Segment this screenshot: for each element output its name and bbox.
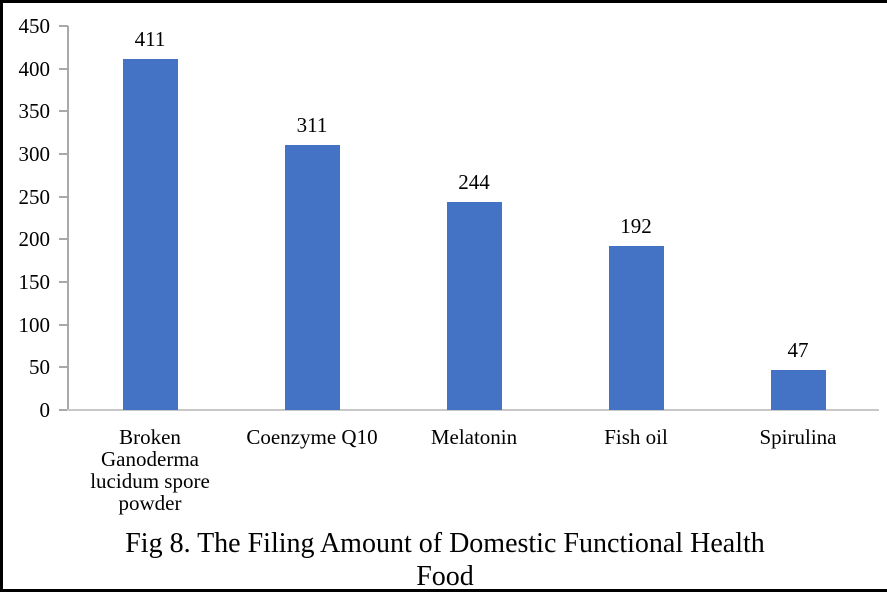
bar-value-label: 411 [134, 27, 166, 52]
bar [608, 246, 664, 410]
y-axis-tick [59, 67, 68, 70]
figure-caption-line2: Food [416, 561, 474, 592]
bar [284, 144, 340, 410]
y-axis-line [67, 26, 69, 410]
y-axis-tick [59, 195, 68, 198]
y-axis-tick [59, 238, 68, 241]
y-axis-tick [59, 366, 68, 369]
x-category-label: Melatonin [430, 425, 518, 449]
y-axis-tick-label: 50 [29, 355, 50, 380]
y-axis-tick [59, 323, 68, 326]
bar [122, 59, 178, 410]
x-category-label: Spirulina [759, 425, 837, 449]
y-axis-tick-label: 350 [18, 99, 51, 124]
bar-value-label: 47 [787, 337, 809, 362]
x-category-label: Broken Ganoderma lucidum spore powder [90, 425, 210, 515]
y-axis-tick [59, 25, 68, 27]
y-axis-tick-label: 0 [39, 398, 51, 422]
y-axis-tick-label: 400 [18, 56, 51, 81]
y-axis-tick-label: 300 [18, 142, 51, 166]
y-axis-tick-label: 100 [18, 312, 51, 337]
bar [446, 201, 502, 410]
y-axis-tick [59, 281, 68, 283]
y-axis-tick-label: 200 [18, 227, 51, 252]
bar [770, 369, 826, 410]
y-axis-tick [59, 153, 68, 155]
y-axis-tick [59, 409, 68, 411]
y-axis-tick-label: 250 [18, 184, 51, 209]
figure-caption-line1: Fig 8. The Filing Amount of Domestic Fun… [125, 528, 765, 559]
y-axis-tick-label: 450 [18, 14, 51, 38]
bar-value-label: 311 [296, 112, 328, 137]
x-axis-line [67, 409, 879, 411]
bar-value-label: 192 [620, 214, 652, 239]
figure-caption: Fig 8. The Filing Amount of Domestic Fun… [3, 527, 887, 592]
x-category-label: Fish oil [604, 425, 668, 449]
bar-value-label: 244 [458, 169, 490, 194]
y-axis-tick [59, 110, 68, 113]
y-axis-tick-label: 150 [18, 270, 51, 294]
x-category-label: Coenzyme Q10 [246, 425, 378, 449]
